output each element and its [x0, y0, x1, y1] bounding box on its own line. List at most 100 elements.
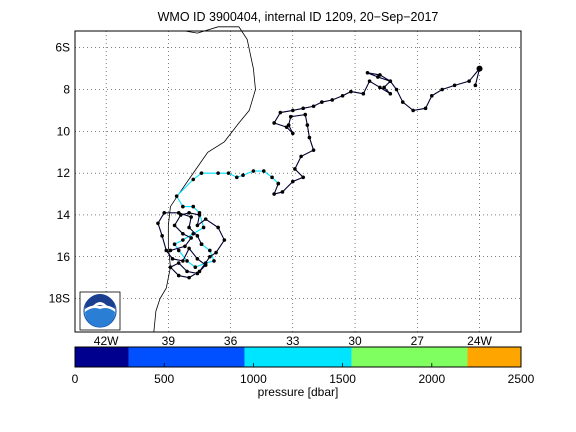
profile-point	[216, 225, 220, 230]
profile-point	[201, 225, 206, 230]
profile-point	[185, 259, 189, 263]
pressure-colorbar	[75, 347, 521, 367]
plot-title: WMO ID 3900404, internal ID 1209, 20−Sep…	[157, 10, 439, 24]
profile-point	[187, 211, 191, 215]
colorbar-segment	[467, 347, 521, 367]
profile-point	[191, 177, 196, 182]
profile-point	[183, 244, 187, 249]
profile-point	[172, 242, 177, 247]
profile-point	[156, 221, 160, 226]
noaa-logo	[79, 291, 121, 331]
profile-point	[189, 236, 193, 240]
profile-point	[301, 106, 305, 111]
profile-point	[191, 204, 196, 209]
profile-point	[176, 248, 181, 253]
profile-point	[411, 108, 415, 113]
colorbar-segment	[75, 347, 129, 367]
profile-point	[388, 79, 393, 83]
profile-point	[222, 238, 227, 242]
profile-point	[307, 135, 312, 140]
profile-point	[388, 91, 393, 96]
profile-point	[216, 171, 220, 175]
profile-point	[330, 98, 335, 102]
longitude-labels: 42W 39 36 33 30 27 24W	[94, 334, 493, 348]
profile-point	[367, 79, 372, 83]
coastline	[153, 26, 256, 333]
profile-point	[172, 223, 177, 228]
profile-point	[303, 112, 308, 117]
float-start-marker	[476, 65, 483, 72]
profile-point	[181, 204, 185, 209]
profile-point	[174, 194, 179, 198]
profile-point	[430, 93, 434, 98]
longitude-tick-label: 39	[162, 334, 176, 348]
latitude-labels: 6S 8 10 12 14 16 18S	[49, 41, 71, 306]
colorbar-tick-label: 1500	[329, 372, 356, 386]
profile-point	[181, 238, 185, 242]
profile-point	[276, 181, 281, 186]
profile-point	[181, 259, 185, 263]
latitude-tick-label: 16	[57, 250, 71, 264]
profile-point	[164, 248, 169, 253]
longitude-tick-label: 36	[224, 334, 238, 348]
track-deep-line	[273, 68, 481, 195]
profile-point	[199, 242, 204, 247]
profile-point	[181, 231, 185, 236]
profile-point	[197, 213, 202, 217]
profile-point	[473, 83, 478, 88]
profile-point	[299, 154, 303, 159]
profile-point	[340, 93, 345, 98]
longitude-tick-label: 33	[286, 334, 300, 348]
profile-point	[288, 114, 293, 119]
profile-point	[176, 273, 181, 278]
profile-point	[382, 85, 386, 90]
profile-point	[195, 223, 200, 228]
colorbar-ticks: 0 500 1000 1500 2000 2500	[72, 363, 535, 386]
profile-point	[193, 265, 198, 270]
colorbar-segment	[128, 347, 245, 367]
profile-point	[291, 179, 295, 184]
profile-point	[349, 89, 353, 94]
colorbar-segment	[351, 347, 468, 367]
profile-point	[197, 269, 202, 274]
colorbar-tick-label: 1000	[240, 372, 267, 386]
profile-point	[195, 234, 200, 238]
float-trajectory	[156, 65, 483, 280]
map-axes-frame	[74, 30, 522, 333]
longitude-tick-label: 30	[348, 334, 362, 348]
profile-point	[235, 175, 239, 180]
profile-point	[208, 254, 212, 259]
profile-point	[301, 175, 305, 180]
profile-point	[162, 211, 166, 215]
profile-point	[170, 257, 175, 261]
profile-point	[305, 123, 310, 127]
profile-point	[272, 121, 276, 125]
profile-point	[261, 169, 266, 173]
profile-point	[272, 192, 276, 196]
profile-point	[185, 269, 189, 274]
profile-point	[291, 108, 295, 113]
profile-point	[440, 87, 444, 92]
profile-point	[394, 87, 399, 92]
profile-point	[226, 171, 231, 175]
profile-point	[361, 91, 366, 96]
colorbar-tick-label: 500	[154, 372, 174, 386]
profile-point	[203, 263, 208, 267]
profile-point	[208, 248, 212, 253]
colorbar-segment	[244, 347, 352, 367]
profile-point	[423, 106, 428, 111]
profile-point	[178, 213, 183, 217]
profile-point	[400, 100, 405, 104]
profile-point	[452, 83, 457, 88]
profile-point	[286, 123, 291, 127]
colorbar-tick-label: 0	[72, 372, 79, 386]
profile-point	[199, 171, 204, 175]
profile-point	[187, 225, 191, 230]
profile-point	[203, 217, 208, 221]
profile-point	[280, 190, 285, 194]
coastline-path	[153, 26, 256, 333]
profile-point	[176, 261, 181, 265]
profile-point	[160, 234, 164, 238]
colorbar-tick-label: 2500	[508, 372, 535, 386]
